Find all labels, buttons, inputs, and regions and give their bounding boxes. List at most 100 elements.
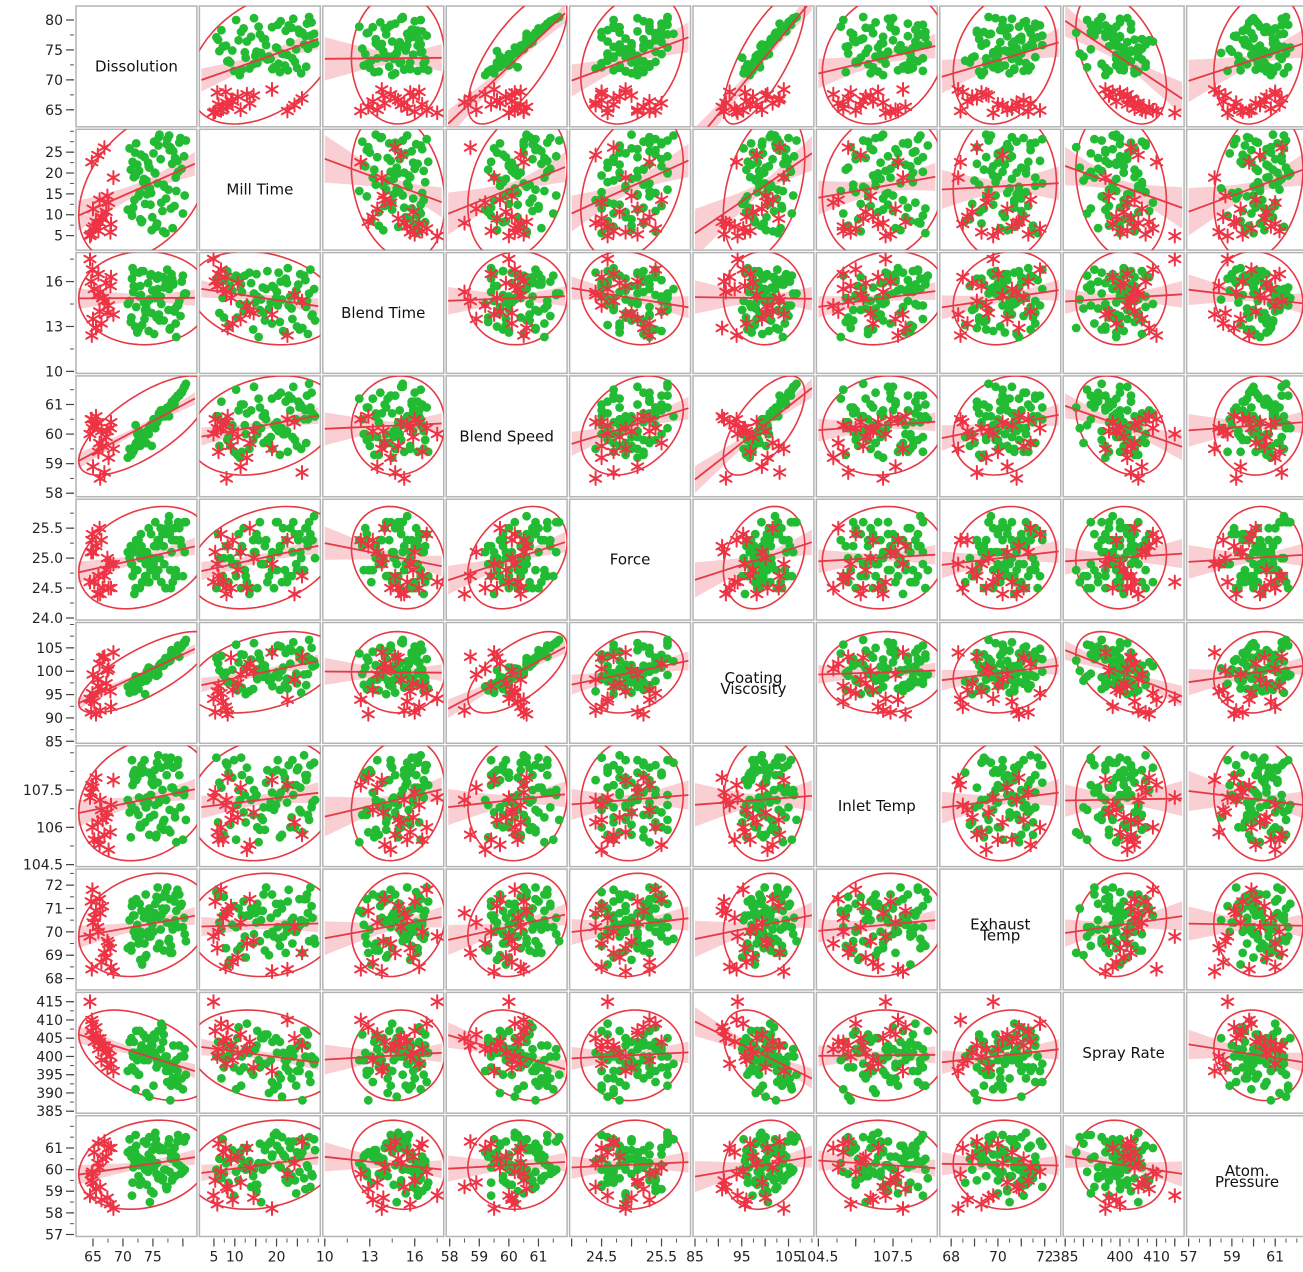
- data-point-circle: [1086, 301, 1096, 310]
- data-point-circle: [422, 654, 432, 664]
- data-point-circle: [988, 565, 998, 575]
- data-point-circle: [878, 194, 888, 203]
- data-point-circle: [841, 541, 851, 551]
- data-point-asterisk: [397, 215, 411, 231]
- data-point-asterisk: [618, 170, 633, 186]
- data-point-circle: [413, 648, 423, 658]
- data-point-circle: [1244, 133, 1254, 143]
- data-point-circle: [126, 165, 136, 175]
- data-point-asterisk: [211, 444, 226, 460]
- data-point-asterisk: [1128, 192, 1142, 208]
- data-point-asterisk: [100, 188, 114, 204]
- data-point-circle: [764, 326, 774, 336]
- data-point-circle: [283, 684, 293, 693]
- data-point-asterisk: [841, 465, 855, 480]
- diagonal-variable-label: Force: [610, 551, 651, 569]
- data-point-circle: [1133, 181, 1143, 191]
- data-point-circle: [663, 12, 672, 22]
- data-point-circle: [893, 65, 903, 75]
- data-point-asterisk: [773, 140, 787, 156]
- data-point-circle: [1225, 286, 1235, 295]
- data-point-circle: [158, 206, 167, 216]
- data-point-asterisk: [956, 269, 970, 285]
- data-point-circle: [965, 553, 975, 563]
- data-point-circle: [1249, 382, 1258, 392]
- data-point-asterisk: [1216, 209, 1230, 225]
- data-point-circle: [627, 221, 636, 231]
- data-point-circle: [501, 174, 511, 184]
- data-point-circle: [663, 185, 672, 195]
- data-point-circle: [218, 668, 228, 678]
- data-point-circle: [155, 130, 164, 140]
- data-point-circle: [136, 529, 146, 539]
- data-point-asterisk: [93, 304, 107, 319]
- regression-fit-line: [694, 387, 813, 481]
- data-point-asterisk: [849, 262, 863, 278]
- data-point-asterisk: [594, 414, 609, 430]
- data-point-asterisk: [490, 580, 504, 596]
- data-point-circle: [1119, 326, 1129, 336]
- data-point-asterisk: [738, 278, 752, 294]
- data-point-asterisk: [106, 170, 120, 186]
- data-point-circle: [841, 67, 851, 77]
- data-point-asterisk: [841, 568, 855, 584]
- regression-fit-line: [571, 159, 689, 215]
- data-point-asterisk: [730, 252, 745, 267]
- data-point-asterisk: [826, 580, 840, 596]
- data-point-circle: [1002, 275, 1012, 285]
- data-point-asterisk: [1242, 411, 1256, 427]
- data-point-circle: [1021, 187, 1031, 197]
- data-point-asterisk: [773, 465, 787, 480]
- regression-fit-line: [447, 541, 566, 581]
- data-point-circle: [633, 382, 642, 392]
- data-point-asterisk: [265, 307, 279, 322]
- data-point-asterisk: [100, 663, 114, 679]
- regression-fit-line: [1064, 165, 1183, 209]
- data-point-circle: [1133, 559, 1143, 569]
- data-point-circle: [537, 159, 546, 169]
- data-point-circle: [281, 274, 291, 283]
- data-point-circle: [893, 263, 903, 273]
- data-point-asterisk: [224, 650, 238, 666]
- data-point-circle: [651, 57, 660, 67]
- data-point-circle: [998, 391, 1007, 400]
- data-point-asterisk: [1272, 568, 1287, 584]
- data-point-circle: [288, 382, 298, 392]
- data-point-circle: [645, 179, 654, 188]
- data-point-circle: [972, 535, 982, 545]
- data-point-circle: [375, 18, 385, 27]
- matrix-cell-frame: [568, 498, 692, 621]
- data-point-asterisk: [206, 574, 221, 590]
- data-point-circle: [129, 281, 139, 291]
- data-point-asterisk: [991, 223, 1005, 239]
- data-point-asterisk: [606, 465, 621, 480]
- diagonal-variable-label: Blend Speed: [459, 427, 554, 445]
- data-point-circle: [252, 269, 261, 279]
- data-point-circle: [918, 301, 928, 310]
- regression-fit-line: [201, 544, 319, 572]
- scatter-cell: [77, 505, 197, 610]
- data-point-asterisk: [896, 82, 910, 97]
- data-point-circle: [492, 148, 502, 158]
- data-point-circle: [993, 64, 1003, 74]
- data-point-circle: [173, 391, 183, 400]
- data-point-asterisk: [487, 82, 501, 97]
- data-point-circle: [1115, 139, 1125, 149]
- data-point-circle: [750, 529, 760, 539]
- data-point-asterisk: [86, 459, 100, 475]
- data-point-asterisk: [208, 544, 222, 560]
- data-point-circle: [1242, 304, 1252, 313]
- data-point-circle: [768, 154, 777, 164]
- regression-fit-line: [1188, 421, 1303, 432]
- data-point-asterisk: [1010, 586, 1024, 602]
- data-point-circle: [135, 281, 145, 291]
- data-point-asterisk: [287, 672, 302, 688]
- data-point-asterisk: [773, 568, 787, 584]
- data-point-asterisk: [1033, 262, 1047, 278]
- data-point-circle: [597, 58, 606, 68]
- data-point-circle: [779, 397, 788, 406]
- data-point-circle: [246, 278, 256, 288]
- data-point-circle: [757, 329, 767, 339]
- data-point-circle: [395, 406, 405, 415]
- data-point-circle: [786, 391, 796, 400]
